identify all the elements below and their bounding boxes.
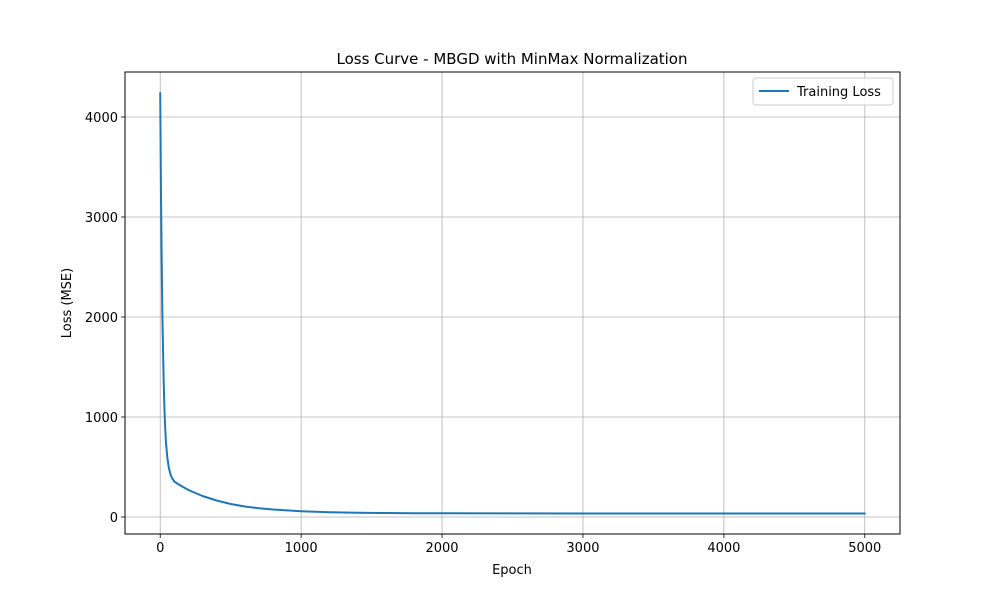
- x-axis-ticks: 0 1000 2000 3000 4000 5000: [156, 534, 881, 556]
- x-tick-label: 5000: [848, 541, 881, 556]
- y-axis-label: Loss (MSE): [60, 268, 75, 338]
- legend-box: [752, 77, 894, 106]
- x-tick-label: 0: [156, 541, 164, 556]
- series-line-training-loss: [159, 92, 866, 515]
- legend: Training Loss: [752, 77, 894, 106]
- x-tick-label: 2000: [425, 541, 458, 556]
- axes-frame: [124, 71, 901, 535]
- y-tick-label: 4000: [85, 111, 118, 126]
- series-layer: [159, 92, 866, 515]
- x-axis-label: Epoch: [492, 563, 532, 578]
- grid: [125, 72, 900, 534]
- y-tick-label: 1000: [85, 411, 118, 426]
- x-tick-label: 4000: [707, 541, 740, 556]
- x-tick-label: 1000: [285, 541, 318, 556]
- y-tick-label: 0: [110, 511, 118, 526]
- x-tick-label: 3000: [566, 541, 599, 556]
- y-tick-label: 3000: [85, 211, 118, 226]
- chart-title: Loss Curve - MBGD with MinMax Normalizat…: [336, 50, 687, 68]
- legend-label-training-loss: Training Loss: [796, 85, 881, 100]
- y-axis-ticks: 0 1000 2000 3000 4000: [85, 111, 125, 526]
- y-tick-label: 2000: [85, 311, 118, 326]
